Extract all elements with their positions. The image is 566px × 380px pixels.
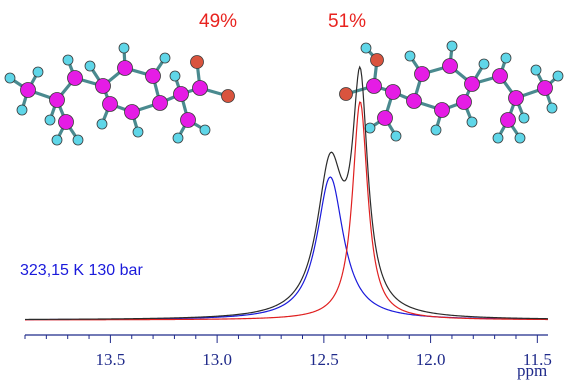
right-fraction-label: 51% (328, 11, 366, 32)
oxygen-atom (339, 87, 353, 101)
carbon-atom (434, 102, 450, 118)
oxygen-atom (190, 55, 204, 69)
hydrogen-atom (118, 42, 130, 54)
carbon-atom (145, 68, 161, 84)
hydrogen-atom (32, 66, 44, 78)
x-tick-label: 13.5 (96, 350, 126, 369)
carbon-atom (58, 114, 74, 130)
hydrogen-atom (360, 42, 372, 54)
hydrogen-atom (72, 134, 84, 146)
carbon-atom (173, 86, 189, 102)
hydrogen-atom (478, 58, 490, 70)
hydrogen-atom (96, 118, 108, 130)
condition-label: 323,15 K 130 bar (20, 262, 143, 279)
spectrum-plot (24, 65, 549, 321)
hydrogen-atom (404, 50, 416, 62)
x-axis-unit: ppm (517, 361, 547, 380)
carbon-atom (456, 94, 472, 110)
hydrogen-atom (466, 116, 478, 128)
hydrogen-atom (446, 40, 458, 52)
carbon-atom (442, 58, 458, 74)
hydrogen-atom (159, 52, 171, 64)
left-molecule (4, 42, 235, 146)
spectrum-line-0 (24, 65, 549, 321)
carbon-atom (117, 60, 133, 76)
carbon-atom (95, 78, 111, 94)
spectrum-line-2 (25, 101, 549, 321)
carbon-atom (180, 112, 196, 128)
hydrogen-atom (518, 112, 530, 124)
carbon-atom (152, 95, 168, 111)
hydrogen-atom (552, 70, 564, 82)
carbon-atom (192, 80, 208, 96)
hydrogen-atom (44, 114, 56, 126)
hydrogen-atom (16, 104, 28, 116)
x-tick-label: 12.0 (416, 350, 446, 369)
carbon-atom (500, 112, 516, 128)
hydrogen-atom (430, 124, 442, 136)
x-tick-label: 13.0 (202, 350, 232, 369)
hydrogen-atom (364, 122, 376, 134)
x-axis: 13.5 13.0 12.5 12.0 11.5 (24, 334, 552, 369)
hydrogen-atom (530, 64, 542, 76)
carbon-atom (102, 96, 118, 112)
oxygen-atom (370, 53, 384, 67)
hydrogen-atom (62, 54, 74, 66)
hydrogen-atom (169, 70, 181, 82)
x-tick-label: 11.5 (523, 350, 552, 369)
carbon-atom (406, 93, 422, 109)
hydrogen-atom (500, 52, 512, 64)
carbon-atom (385, 84, 401, 100)
right-molecule (339, 40, 564, 144)
carbon-atom (537, 80, 553, 96)
hydrogen-atom (51, 134, 63, 146)
hydrogen-atom (546, 102, 558, 114)
hydrogen-atom (172, 132, 184, 144)
hydrogen-atom (492, 132, 504, 144)
spectrum-line-1 (25, 176, 549, 321)
left-fraction-label: 49% (199, 11, 237, 32)
hydrogen-atom (390, 130, 402, 142)
hydrogen-atom (132, 126, 144, 138)
hydrogen-atom (514, 132, 526, 144)
carbon-atom (377, 110, 393, 126)
carbon-atom (366, 78, 382, 94)
carbon-atom (508, 90, 524, 106)
hydrogen-atom (4, 72, 16, 84)
carbon-atom (49, 92, 65, 108)
hydrogen-atom (199, 124, 211, 136)
hydrogen-atom (84, 60, 96, 72)
carbon-atom (414, 66, 430, 82)
x-tick-label: 12.5 (309, 350, 339, 369)
oxygen-atom (221, 89, 235, 103)
carbon-atom (67, 70, 83, 86)
carbon-atom (464, 76, 480, 92)
carbon-atom (492, 68, 508, 84)
carbon-atom (20, 82, 36, 98)
carbon-atom (124, 104, 140, 120)
